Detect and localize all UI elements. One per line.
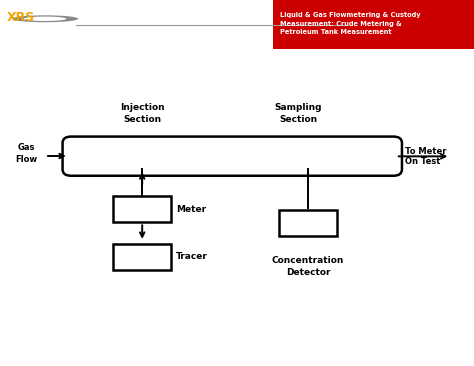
Bar [273, 0, 474, 49]
Circle shape [12, 15, 78, 22]
Text: Liquid & Gas Flowmetering & Custody
Measurement: Crude Metering &
Petroleum Tank: Liquid & Gas Flowmetering & Custody Meas… [280, 12, 420, 35]
Text: Section 19: Section 19 [9, 347, 47, 352]
Text: This document is a partial preview.: This document is a partial preview. [7, 304, 125, 309]
FancyBboxPatch shape [63, 137, 402, 176]
Bar [113, 243, 171, 270]
Circle shape [24, 16, 66, 21]
Text: Gas
Flow: Gas Flow [15, 143, 37, 164]
Text: Tracer: Tracer [176, 252, 208, 261]
Text: Injection
Section: Injection Section [120, 104, 164, 124]
Bar [113, 196, 171, 222]
Text: Sampling
Section: Sampling Section [275, 104, 322, 124]
Text: Concentration
Detector: Concentration Detector [272, 257, 344, 276]
Bar [346, 16, 363, 32]
Text: XRS Consulting Engineers and Project
Managers  25: XRS Consulting Engineers and Project Man… [333, 343, 465, 356]
Bar [279, 210, 337, 236]
Text: To Meter: To Meter [405, 146, 447, 156]
Text: http://flevy.com/browse/document/liquid-and-gas-flow--flowmeter-calibration-3532: http://flevy.com/browse/document/liquid-… [7, 321, 225, 326]
Text: Full document download can be found on Flevy:: Full document download can be found on F… [84, 304, 227, 309]
Text: XRS: XRS [7, 11, 36, 24]
Text: Meter: Meter [176, 205, 207, 214]
Text: On Test: On Test [405, 157, 441, 166]
